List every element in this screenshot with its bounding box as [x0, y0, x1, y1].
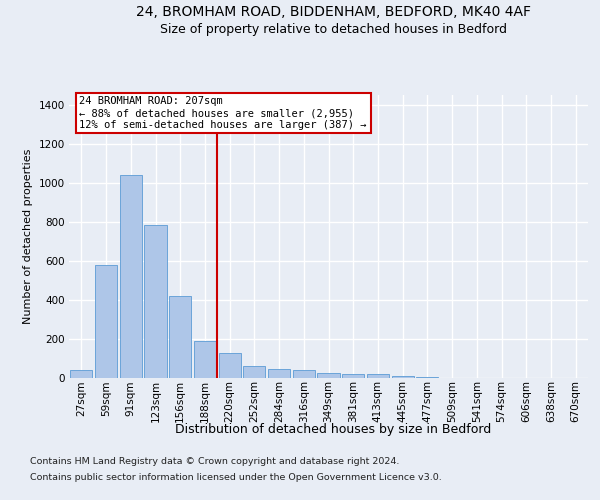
Text: 24, BROMHAM ROAD, BIDDENHAM, BEDFORD, MK40 4AF: 24, BROMHAM ROAD, BIDDENHAM, BEDFORD, MK… — [136, 5, 530, 19]
Text: Size of property relative to detached houses in Bedford: Size of property relative to detached ho… — [160, 22, 506, 36]
Text: Contains public sector information licensed under the Open Government Licence v3: Contains public sector information licen… — [30, 472, 442, 482]
Bar — [342, 374, 364, 378]
Bar — [194, 342, 216, 378]
Bar — [268, 368, 290, 378]
Y-axis label: Number of detached properties: Number of detached properties — [23, 148, 33, 324]
Text: 24 BROMHAM ROAD: 207sqm
← 88% of detached houses are smaller (2,955)
12% of semi: 24 BROMHAM ROAD: 207sqm ← 88% of detache… — [79, 96, 367, 130]
Bar — [367, 374, 389, 378]
Bar — [243, 366, 265, 378]
Bar — [95, 266, 117, 378]
Bar — [169, 296, 191, 378]
Bar — [416, 376, 439, 378]
Bar — [119, 175, 142, 378]
Bar — [145, 224, 167, 378]
Bar — [317, 372, 340, 378]
Bar — [218, 353, 241, 378]
Bar — [70, 370, 92, 378]
Text: Contains HM Land Registry data © Crown copyright and database right 2024.: Contains HM Land Registry data © Crown c… — [30, 458, 400, 466]
Bar — [293, 370, 315, 378]
Text: Distribution of detached houses by size in Bedford: Distribution of detached houses by size … — [175, 422, 491, 436]
Bar — [392, 376, 414, 378]
